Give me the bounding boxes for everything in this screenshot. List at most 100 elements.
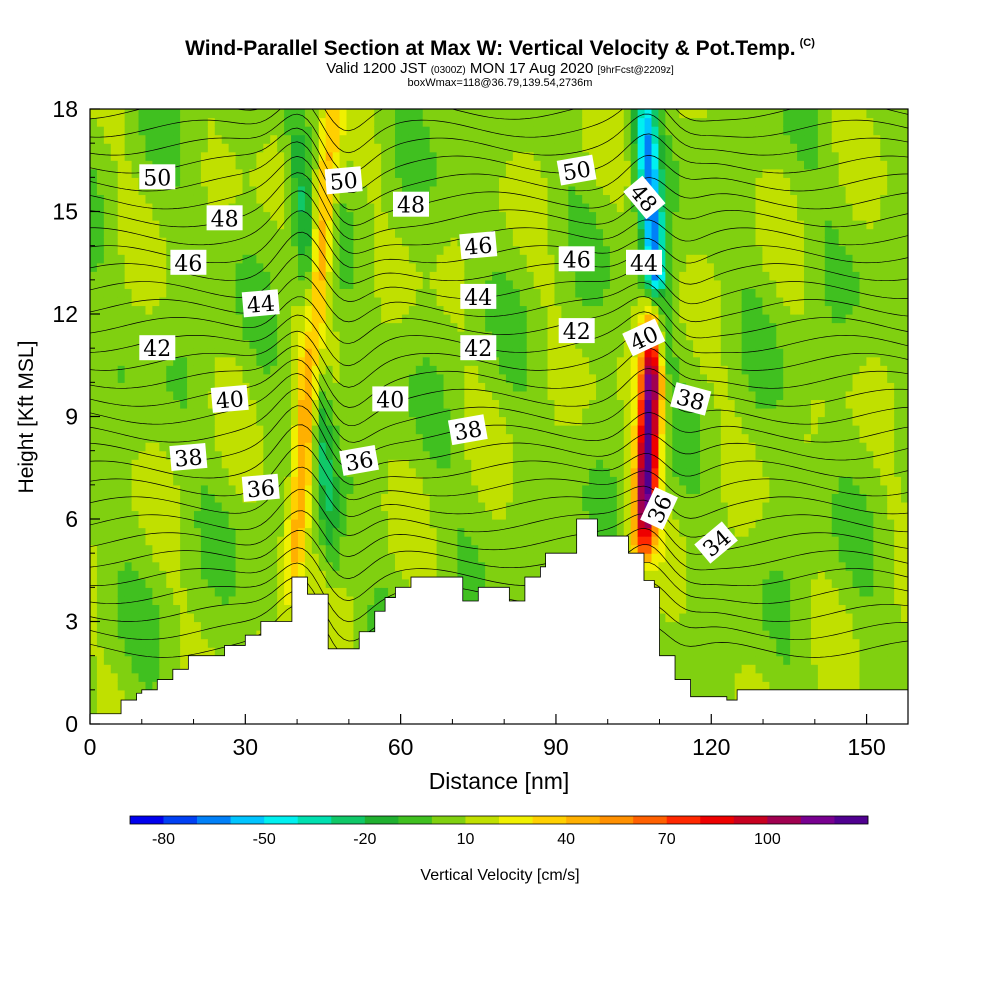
velocity-cell — [207, 160, 216, 170]
velocity-cell — [173, 228, 181, 238]
velocity-cell — [436, 365, 445, 375]
velocity-cell — [395, 237, 403, 247]
velocity-cell — [499, 442, 507, 452]
velocity-cell — [187, 271, 195, 281]
velocity-cell — [526, 279, 535, 289]
velocity-cell — [145, 399, 153, 409]
velocity-cell — [311, 476, 320, 486]
velocity-cell — [242, 604, 251, 614]
velocity-cell — [401, 262, 410, 272]
velocity-cell — [180, 271, 188, 281]
velocity-cell — [200, 288, 209, 298]
velocity-cell — [492, 228, 500, 238]
velocity-cell — [117, 168, 126, 178]
velocity-cell — [263, 407, 271, 418]
velocity-cell — [512, 262, 521, 272]
velocity-cell — [166, 279, 174, 289]
velocity-cell — [505, 296, 514, 307]
velocity-cell — [152, 467, 160, 477]
velocity-cell — [311, 168, 320, 178]
velocity-cell — [235, 331, 244, 341]
velocity-cell — [325, 390, 334, 401]
velocity-cell — [388, 501, 396, 512]
velocity-cell — [318, 450, 327, 460]
velocity-cell — [443, 493, 452, 503]
velocity-cell — [332, 433, 341, 443]
velocity-cell — [519, 595, 528, 606]
velocity-cell — [540, 220, 549, 230]
velocity-cell — [90, 416, 98, 426]
velocity-cell — [228, 544, 237, 554]
velocity-cell — [117, 536, 126, 546]
velocity-cell — [395, 134, 403, 144]
velocity-cell — [533, 177, 542, 187]
velocity-cell — [395, 254, 403, 264]
velocity-cell — [297, 527, 306, 537]
velocity-cell — [512, 493, 521, 503]
velocity-cell — [291, 305, 299, 315]
velocity-cell — [464, 109, 472, 119]
velocity-cell — [471, 160, 479, 170]
velocity-cell — [443, 382, 452, 392]
velocity-cell — [471, 501, 479, 512]
velocity-cell — [388, 151, 396, 161]
velocity-cell — [152, 228, 160, 238]
velocity-cell — [90, 553, 98, 563]
velocity-cell — [131, 425, 140, 435]
velocity-cell — [464, 484, 472, 494]
velocity-cell — [277, 331, 285, 341]
velocity-cell — [291, 202, 299, 213]
velocity-cell — [415, 476, 424, 486]
velocity-cell — [353, 433, 361, 443]
velocity-cell — [200, 220, 209, 230]
velocity-cell — [360, 211, 368, 221]
velocity-cell — [117, 664, 126, 674]
velocity-cell — [304, 459, 313, 469]
velocity-cell — [353, 476, 361, 486]
velocity-cell — [187, 279, 195, 289]
velocity-cell — [173, 220, 181, 230]
velocity-cell — [138, 519, 147, 529]
velocity-cell — [277, 595, 285, 606]
velocity-cell — [207, 510, 216, 520]
velocity-cell — [193, 279, 202, 289]
velocity-cell — [228, 570, 237, 580]
velocity-cell — [395, 501, 403, 512]
velocity-cell — [152, 109, 160, 119]
velocity-cell — [221, 476, 230, 486]
velocity-cell — [90, 570, 98, 580]
velocity-cell — [450, 476, 458, 486]
velocity-cell — [332, 288, 341, 298]
velocity-cell — [207, 527, 216, 537]
velocity-cell — [242, 433, 251, 443]
velocity-cell — [291, 476, 299, 486]
velocity-cell — [415, 348, 424, 358]
velocity-cell — [422, 109, 431, 119]
velocity-cell — [103, 177, 112, 187]
velocity-cell — [415, 561, 424, 571]
velocity-cell — [228, 621, 237, 631]
velocity-cell — [443, 305, 452, 315]
velocity-cell — [311, 399, 320, 409]
velocity-cell — [492, 202, 500, 213]
velocity-cell — [408, 399, 417, 409]
velocity-cell — [485, 322, 493, 332]
velocity-cell — [131, 553, 140, 563]
velocity-cell — [291, 177, 299, 187]
velocity-cell — [374, 271, 382, 281]
velocity-cell — [367, 425, 375, 435]
velocity-cell — [443, 262, 452, 272]
velocity-cell — [547, 356, 556, 366]
velocity-cell — [408, 510, 417, 520]
velocity-cell — [242, 160, 251, 170]
velocity-cell — [124, 254, 133, 264]
velocity-cell — [381, 476, 389, 486]
velocity-cell — [499, 407, 507, 418]
velocity-cell — [207, 305, 216, 315]
velocity-cell — [166, 467, 174, 477]
velocity-cell — [408, 288, 417, 298]
velocity-cell — [110, 510, 119, 520]
velocity-cell — [429, 536, 438, 546]
velocity-cell — [117, 134, 126, 144]
velocity-cell — [173, 331, 181, 341]
